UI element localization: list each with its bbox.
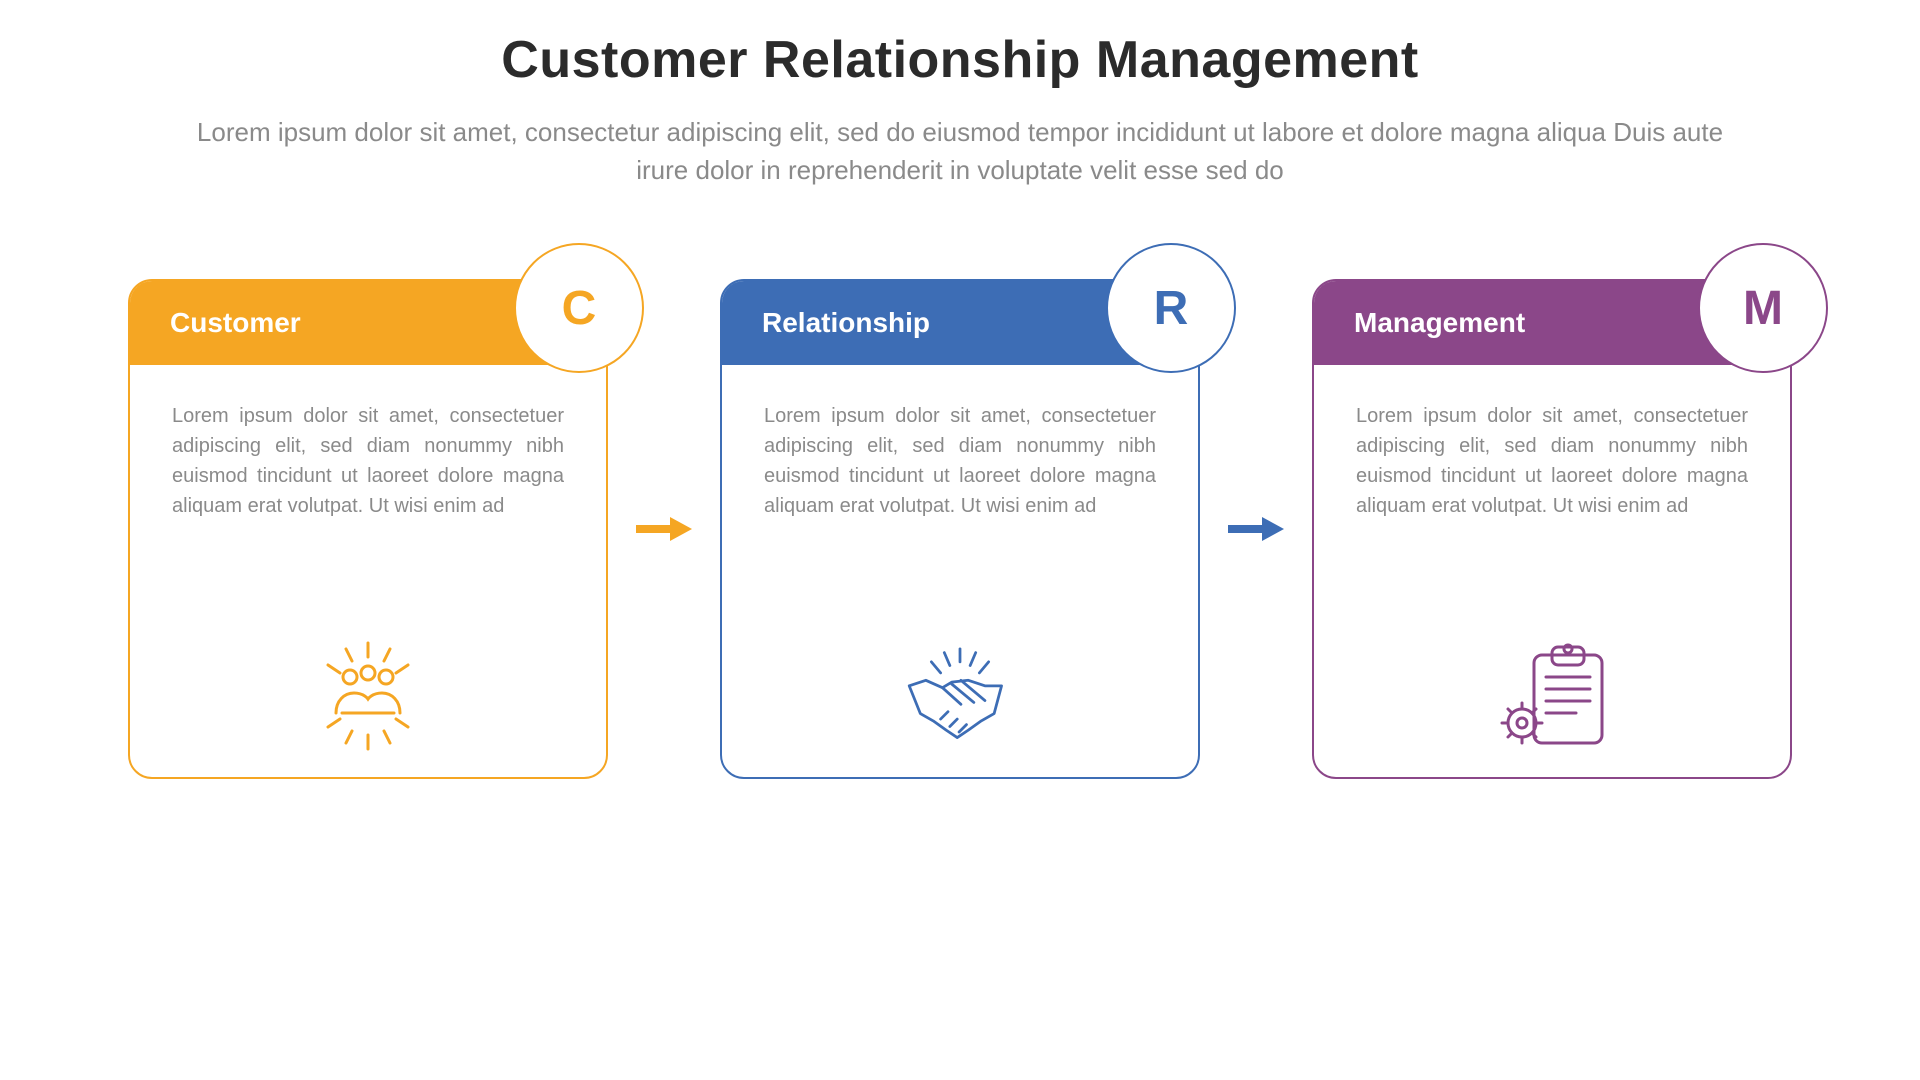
card-label: Customer (170, 307, 301, 339)
card-label: Relationship (762, 307, 930, 339)
clipboard-gear-icon (1492, 641, 1612, 751)
card-body: Lorem ipsum dolor sit amet, consectetuer… (130, 365, 606, 521)
arrow-icon (632, 513, 696, 545)
badge-letter: R (1154, 281, 1189, 336)
page-subtitle: Lorem ipsum dolor sit amet, consectetur … (180, 114, 1740, 189)
card-label: Management (1354, 307, 1525, 339)
card-badge: C (514, 243, 644, 373)
page-title: Customer Relationship Management (100, 30, 1820, 90)
card-customer: Customer C Lorem ipsum dolor sit amet, c… (128, 279, 608, 779)
card-body: Lorem ipsum dolor sit amet, consectetuer… (722, 365, 1198, 521)
people-icon (308, 641, 428, 751)
card-relationship: Relationship R Lorem ipsum dolor sit ame… (720, 279, 1200, 779)
handshake-icon (900, 641, 1020, 751)
card-body: Lorem ipsum dolor sit amet, consectetuer… (1314, 365, 1790, 521)
arrow-icon (1224, 513, 1288, 545)
cards-row: Customer C Lorem ipsum dolor sit amet, c… (100, 279, 1820, 779)
infographic-container: Customer Relationship Management Lorem i… (0, 0, 1920, 1080)
card-badge: R (1106, 243, 1236, 373)
card-badge: M (1698, 243, 1828, 373)
badge-letter: M (1743, 281, 1783, 336)
card-management: Management M Lorem ipsum dolor sit amet,… (1312, 279, 1792, 779)
badge-letter: C (562, 281, 597, 336)
